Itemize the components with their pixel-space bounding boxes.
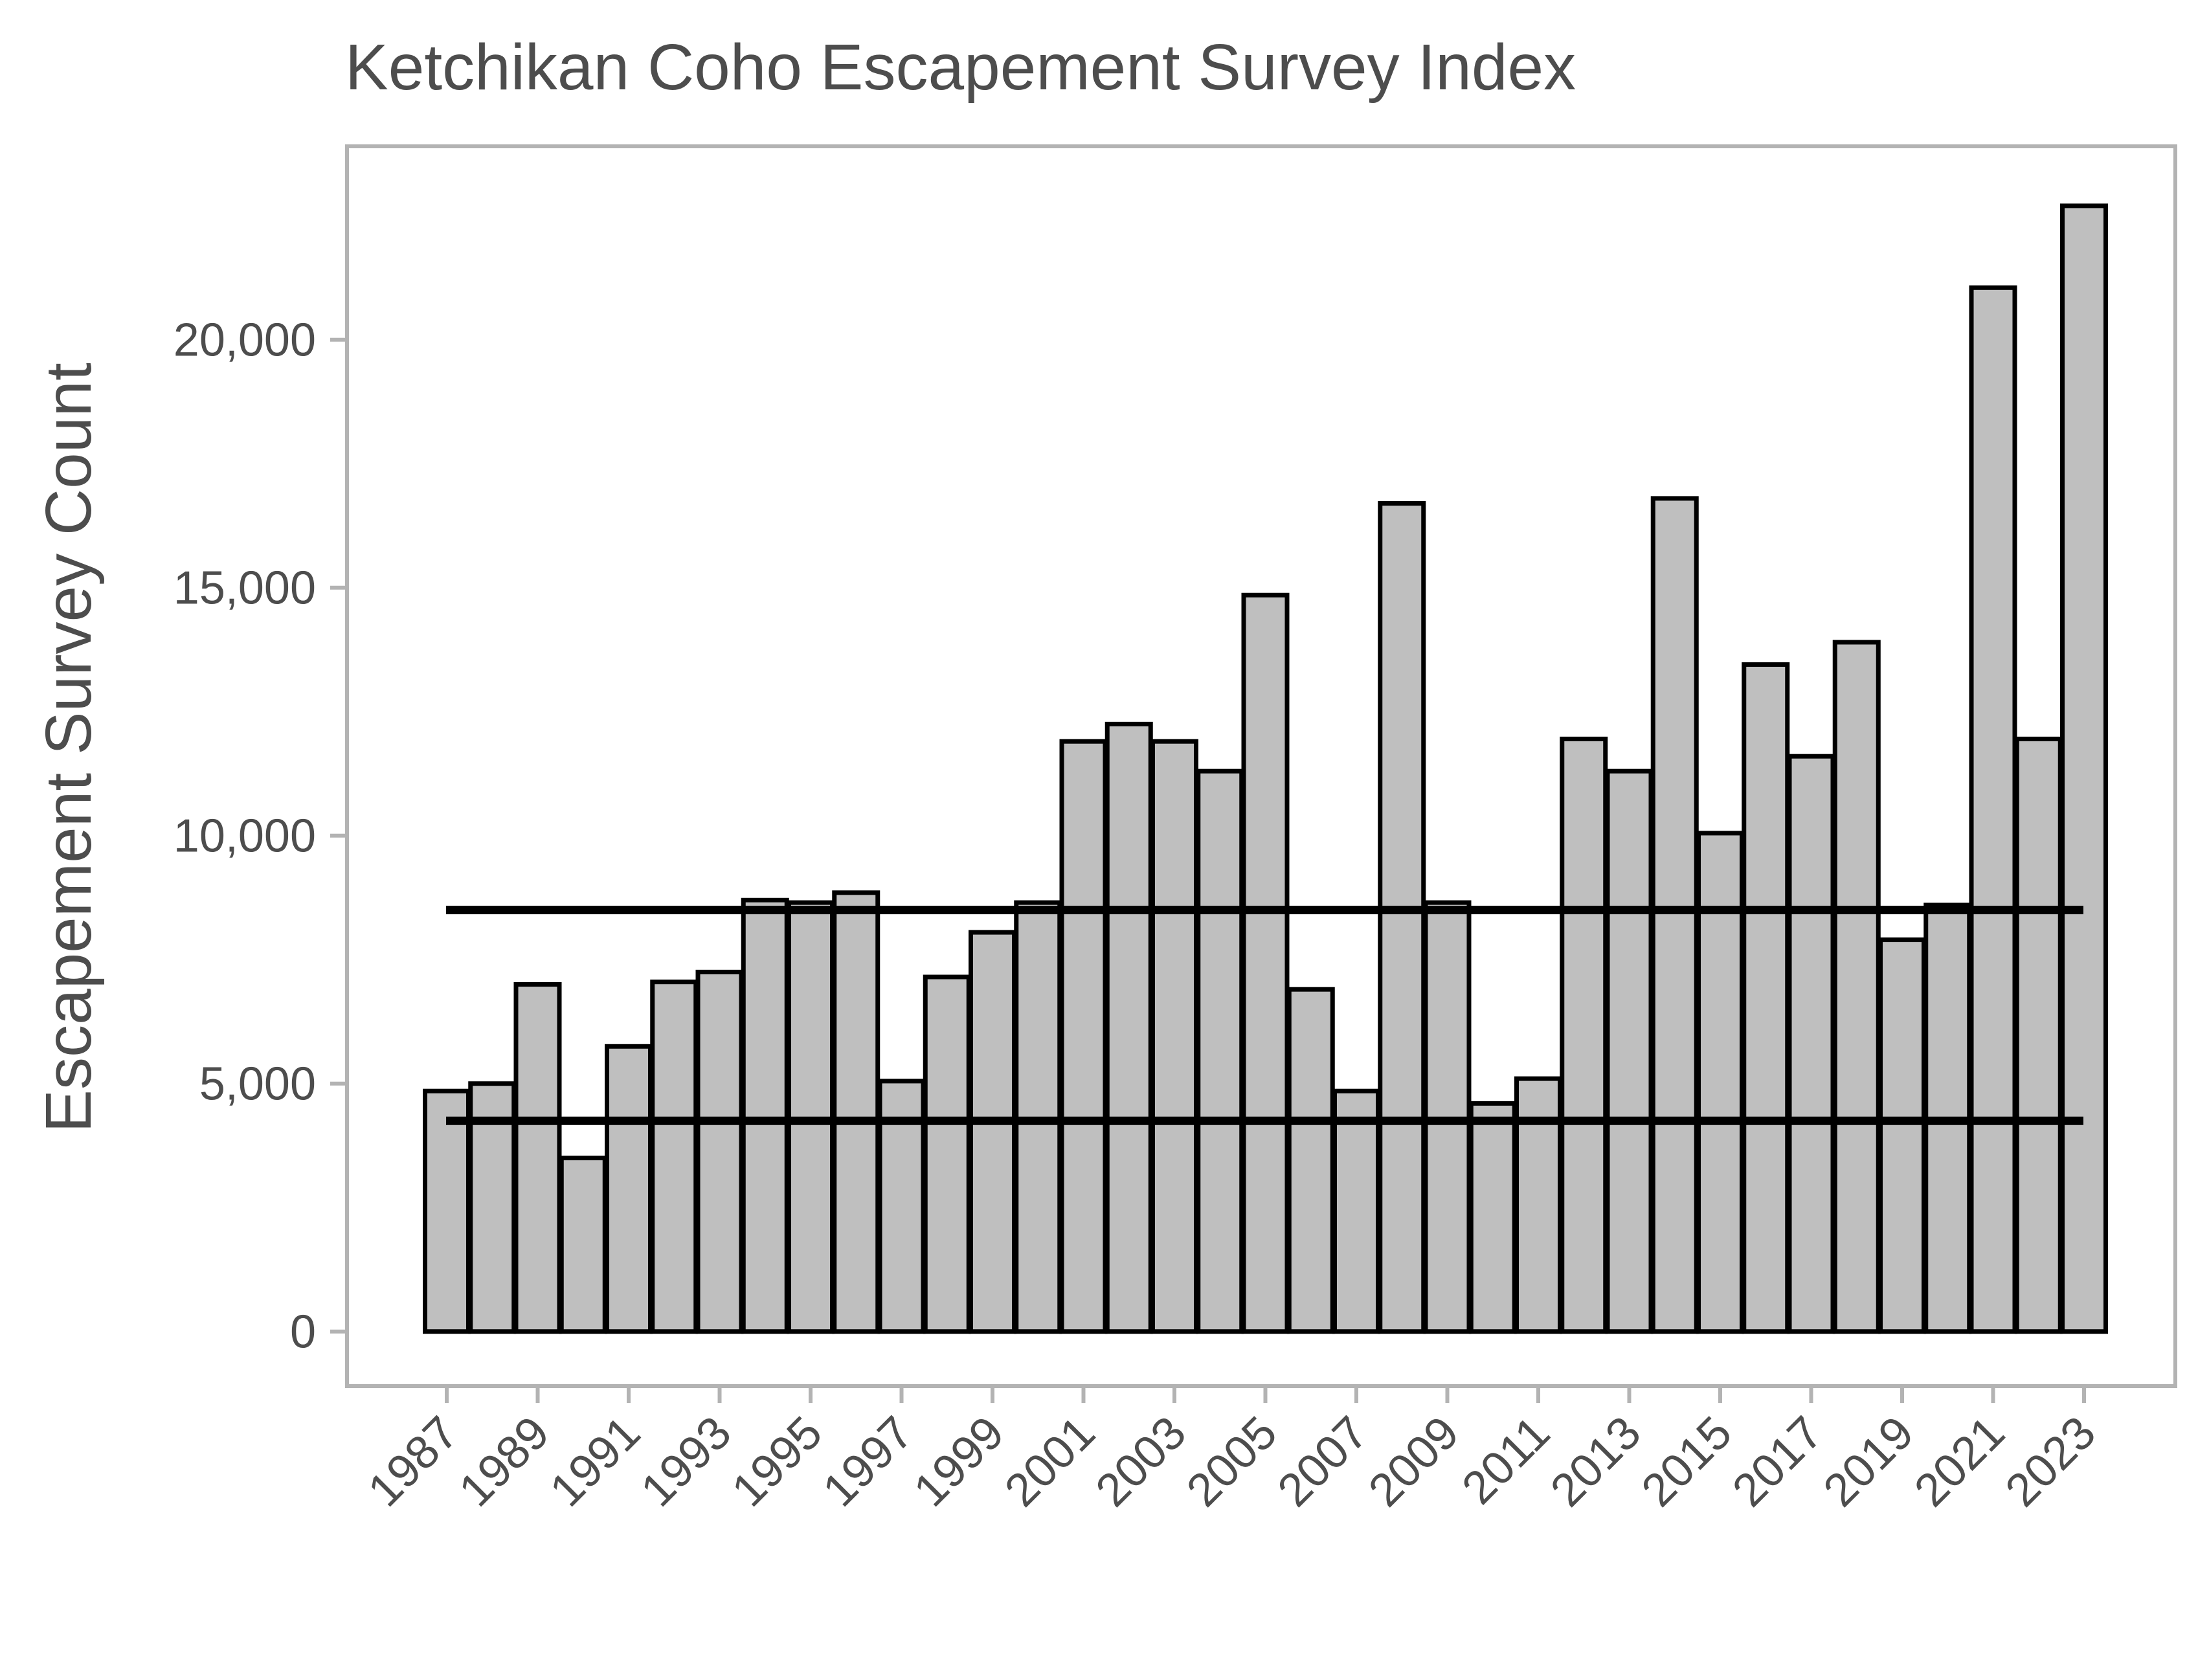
bar-1991 bbox=[605, 1044, 653, 1334]
x-tick-label: 1987 bbox=[358, 1407, 468, 1517]
bar-2016 bbox=[1742, 662, 1790, 1334]
bar-2013 bbox=[1605, 768, 1654, 1334]
x-tick-label: 2013 bbox=[1541, 1407, 1651, 1517]
x-tick-label: 1989 bbox=[449, 1407, 559, 1517]
chart-title: Ketchikan Coho Escapement Survey Index bbox=[345, 31, 1576, 104]
bar-2010 bbox=[1468, 1101, 1517, 1334]
bar-2018 bbox=[1832, 640, 1881, 1334]
bar-2003 bbox=[1150, 739, 1198, 1334]
x-tick-label: 2019 bbox=[1813, 1407, 1923, 1517]
bar-2012 bbox=[1560, 736, 1608, 1334]
bar-1992 bbox=[650, 980, 699, 1334]
bar-2022 bbox=[2014, 736, 2063, 1334]
x-tick-label: 1995 bbox=[722, 1407, 832, 1517]
x-tick-label: 2009 bbox=[1359, 1407, 1469, 1517]
y-axis: 0 5,000 10,000 15,000 20,000 bbox=[174, 315, 347, 1358]
bar-1994 bbox=[741, 897, 789, 1334]
bar-1987 bbox=[423, 1088, 471, 1334]
y-tick-label: 5,000 bbox=[199, 1058, 316, 1110]
bar-2007 bbox=[1332, 1088, 1380, 1334]
bar-2005 bbox=[1241, 592, 1290, 1334]
bar-1998 bbox=[923, 974, 971, 1334]
x-tick-label: 2015 bbox=[1632, 1407, 1742, 1517]
bar-1990 bbox=[559, 1156, 607, 1334]
x-axis: 1987198919911993199519971999200120032005… bbox=[358, 1386, 2105, 1517]
bar-1999 bbox=[969, 930, 1016, 1334]
bar-2006 bbox=[1286, 987, 1335, 1334]
x-tick-label: 2001 bbox=[995, 1407, 1105, 1517]
x-tick-label: 2005 bbox=[1177, 1407, 1287, 1517]
y-tick-label: 0 bbox=[290, 1306, 316, 1358]
plot-frame bbox=[345, 144, 2177, 1388]
y-tick-label: 20,000 bbox=[174, 315, 316, 366]
x-tick-label: 2021 bbox=[1905, 1407, 2015, 1517]
x-tick-label: 1999 bbox=[904, 1407, 1014, 1517]
bar-2017 bbox=[1787, 754, 1835, 1334]
x-tick-label: 2003 bbox=[1086, 1407, 1196, 1517]
x-tick-label: 2007 bbox=[1268, 1407, 1378, 1517]
x-tick-label: 2023 bbox=[1995, 1407, 2105, 1517]
bar-2021 bbox=[1969, 285, 2017, 1334]
bar-1996 bbox=[832, 890, 880, 1334]
reference-lines bbox=[446, 906, 2083, 1125]
x-tick-label: 1991 bbox=[540, 1407, 650, 1517]
bar-2008 bbox=[1378, 501, 1426, 1334]
bar-1989 bbox=[513, 982, 562, 1334]
bar-2002 bbox=[1104, 721, 1153, 1334]
bar-2004 bbox=[1196, 768, 1244, 1334]
x-tick-label: 2011 bbox=[1452, 1407, 1560, 1514]
x-tick-label: 1997 bbox=[813, 1407, 923, 1517]
y-tick-label: 10,000 bbox=[174, 811, 316, 862]
bar-series bbox=[423, 203, 2108, 1334]
bar-2014 bbox=[1650, 496, 1699, 1334]
bar-2023 bbox=[2060, 203, 2108, 1334]
y-axis-title: Escapement Survey Count bbox=[32, 363, 105, 1133]
x-tick-label: 2017 bbox=[1723, 1407, 1833, 1517]
bar-2001 bbox=[1059, 739, 1108, 1334]
bar-2019 bbox=[1878, 937, 1926, 1334]
bar-1993 bbox=[695, 969, 744, 1334]
x-tick-label: 1993 bbox=[631, 1407, 741, 1517]
bar-2015 bbox=[1696, 831, 1744, 1334]
bar-2011 bbox=[1514, 1076, 1562, 1334]
y-tick-label: 15,000 bbox=[174, 563, 316, 614]
